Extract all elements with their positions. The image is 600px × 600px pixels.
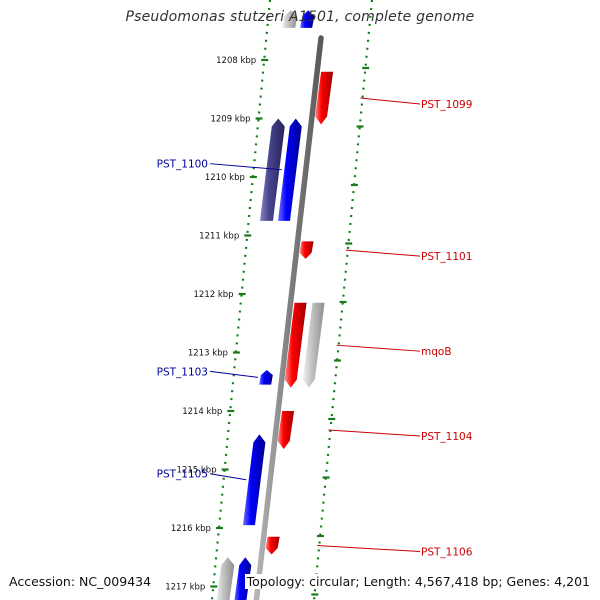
gene-label[interactable]: PST_1106 xyxy=(421,547,473,559)
gene-label-leader xyxy=(360,97,421,105)
gene-feature[interactable] xyxy=(315,71,334,125)
gene-label[interactable]: PST_1105 xyxy=(157,469,208,481)
tick-label: 1210 kbp xyxy=(205,173,245,183)
gene-label-leader xyxy=(209,370,259,378)
left-dotted-ring xyxy=(210,0,272,600)
gene-feature[interactable] xyxy=(302,302,325,388)
gene-feature[interactable] xyxy=(259,370,273,385)
gene-label-leader xyxy=(345,249,421,257)
gene-feature[interactable] xyxy=(282,10,298,28)
tick-label: 1216 kbp xyxy=(171,524,211,534)
gene-label[interactable]: mqoB xyxy=(421,346,452,358)
gene-label[interactable]: PST_1103 xyxy=(157,366,208,378)
tick-label: 1213 kbp xyxy=(188,349,228,359)
gene-label[interactable]: PST_1101 xyxy=(421,251,472,263)
genome-backbone xyxy=(253,35,324,600)
gene-label-leader xyxy=(317,545,421,553)
gene-feature[interactable] xyxy=(277,411,295,450)
gene-feature[interactable] xyxy=(284,302,307,388)
gene-feature[interactable] xyxy=(242,434,266,526)
gene-feature[interactable] xyxy=(299,241,314,259)
gene-label-leader xyxy=(328,429,421,437)
gene-label[interactable]: PST_1100 xyxy=(157,159,208,171)
gene-feature[interactable] xyxy=(259,118,285,221)
map-title: Pseudomonas stutzeri A1501, complete gen… xyxy=(125,9,475,25)
gene-label[interactable]: PST_1104 xyxy=(421,431,473,443)
accession-label: Accession: NC_009434 xyxy=(7,574,154,589)
tick-label: 1217 kbp xyxy=(165,583,205,593)
tick-label: 1215 kbp xyxy=(177,466,217,476)
gene-feature[interactable] xyxy=(216,557,235,600)
gene-feature[interactable] xyxy=(300,10,315,28)
gene-feature[interactable] xyxy=(234,557,252,600)
genome-summary: Topology: circular; Length: 4,567,418 bp… xyxy=(244,574,592,589)
tick-label: 1214 kbp xyxy=(182,407,222,417)
tick-label: 1211 kbp xyxy=(199,232,239,242)
gene-label-leader xyxy=(336,344,421,352)
gene-label-leader xyxy=(209,163,282,171)
tick-label: 1208 kbp xyxy=(216,56,256,66)
gene-feature[interactable] xyxy=(265,536,280,555)
gene-label[interactable]: PST_1099 xyxy=(421,99,472,111)
gene-label-leader xyxy=(209,473,247,481)
tick-label: 1209 kbp xyxy=(210,115,250,125)
gene-feature[interactable] xyxy=(277,118,302,221)
tick-label: 1212 kbp xyxy=(194,290,234,300)
